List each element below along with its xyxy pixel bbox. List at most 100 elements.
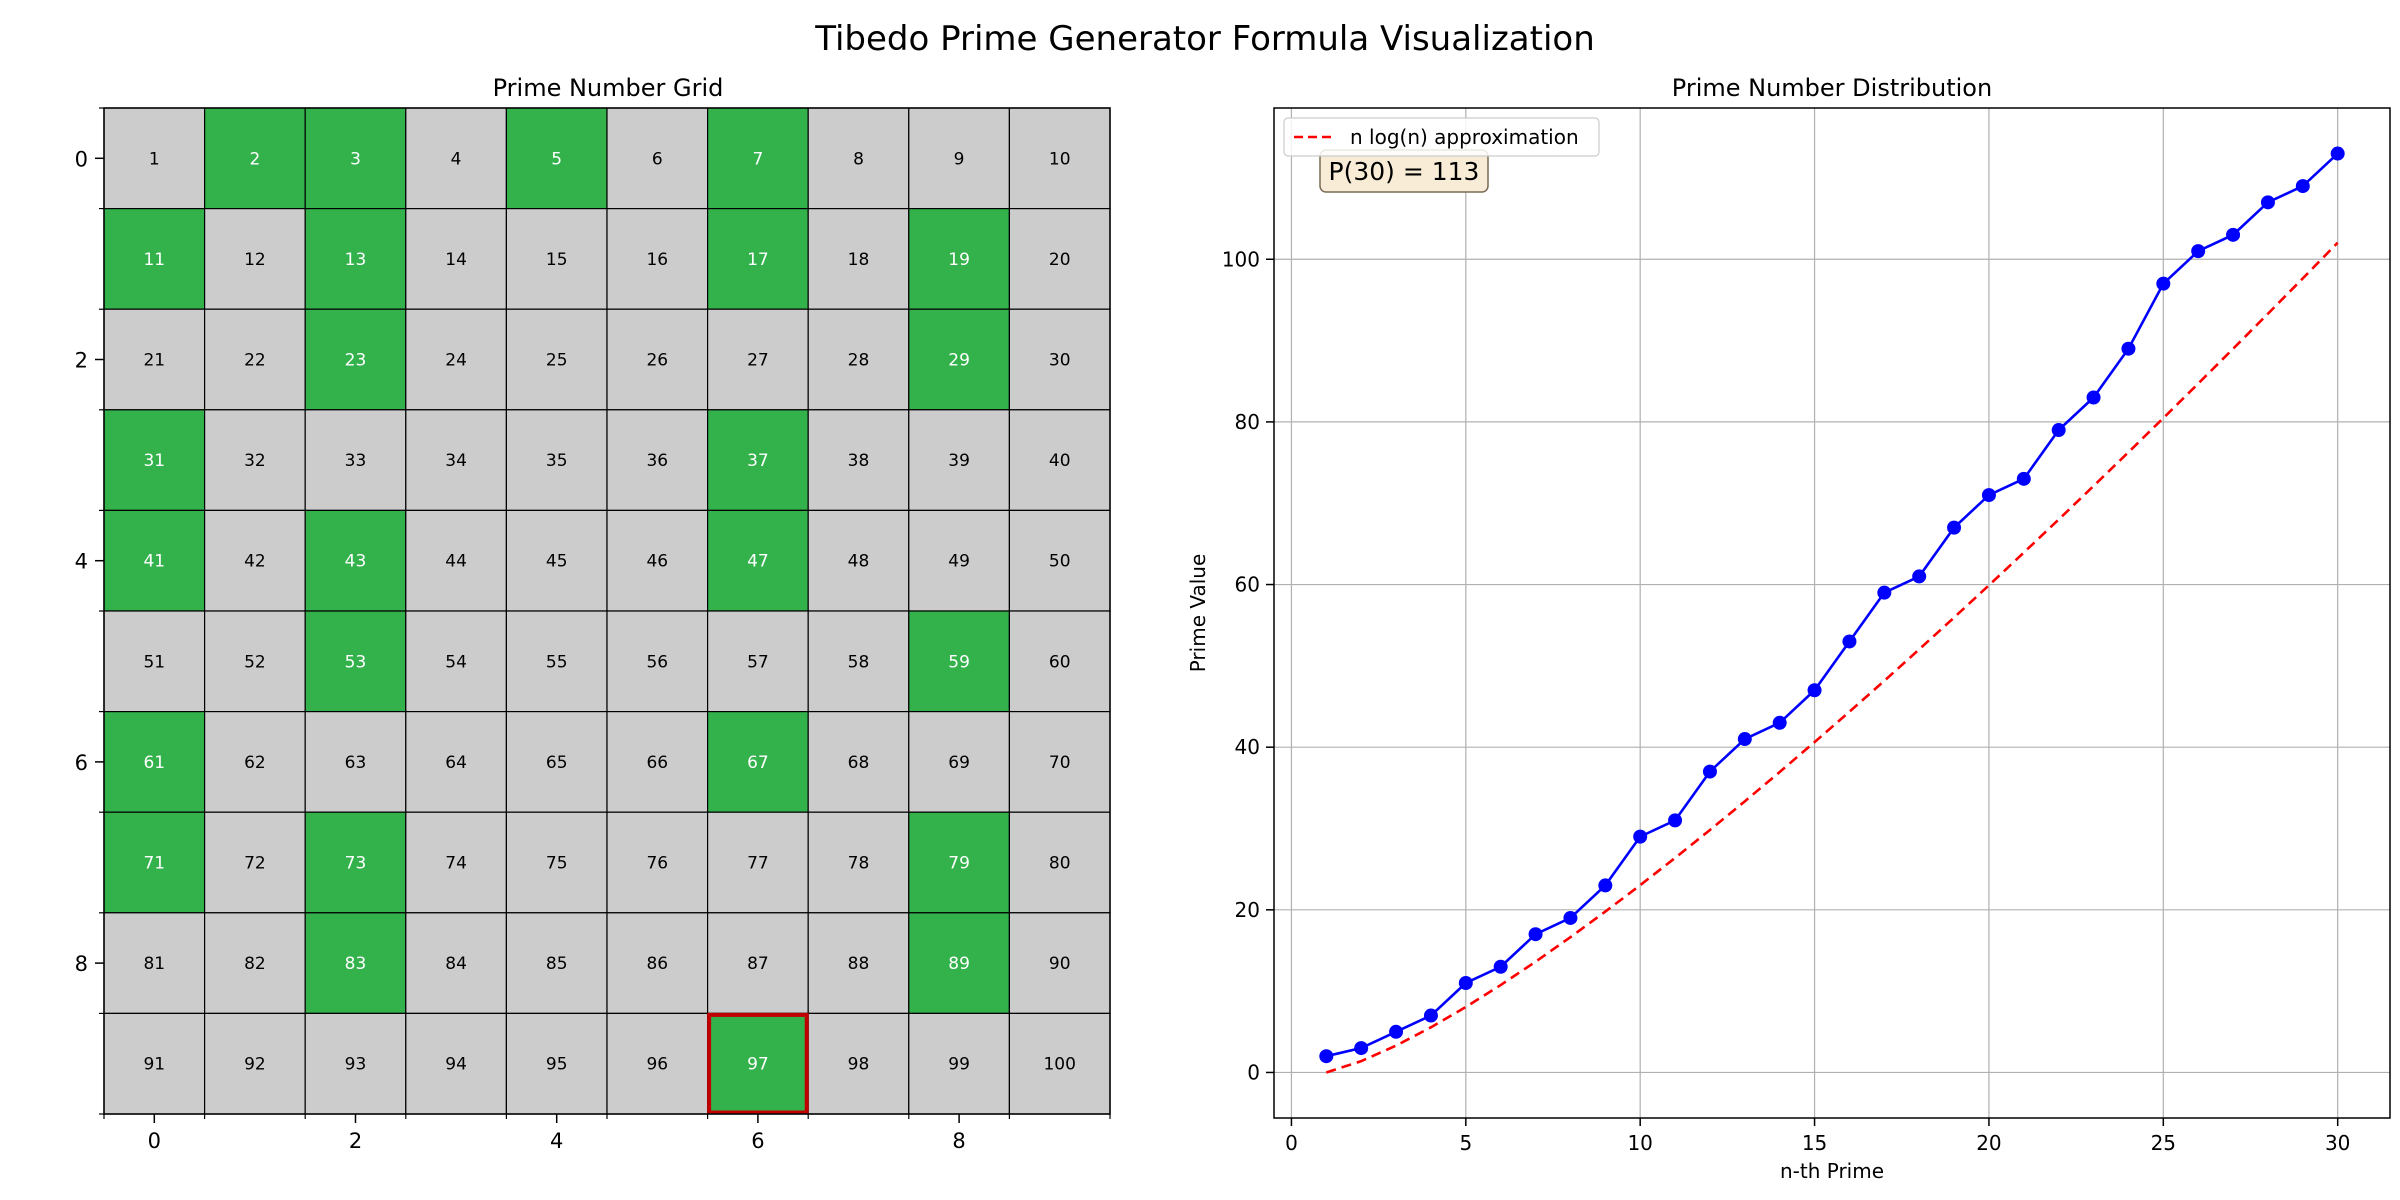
highlighted-cell-outline <box>707 1012 809 1115</box>
grid-cell-label: 27 <box>747 351 769 371</box>
data-point <box>1598 878 1613 893</box>
legend: n log(n) approximation <box>1283 117 1600 157</box>
grid-cell <box>505 509 608 612</box>
grid-cell-label: 12 <box>244 250 266 270</box>
grid-cell-label: 78 <box>848 854 870 874</box>
y-tick-label: 2 <box>75 349 88 373</box>
grid-cell <box>1008 409 1111 511</box>
series-line-primes <box>1326 152 2339 1058</box>
series-line-approximation <box>1325 241 2339 1074</box>
grid-cell-label: 79 <box>948 854 970 874</box>
grid-cell <box>606 107 709 210</box>
x-tick-label: 20 <box>1976 1131 2001 1155</box>
grid-cell <box>706 610 809 713</box>
grid-cell-label: 70 <box>1049 753 1071 773</box>
grid-cell <box>304 912 407 1014</box>
grid-cell <box>103 107 206 210</box>
grid-cell-label: 42 <box>244 552 266 572</box>
grid-cell <box>505 811 608 914</box>
grid-cell-label: 47 <box>747 552 769 572</box>
grid-cell-label: 28 <box>848 351 870 371</box>
grid-cell-label: 53 <box>345 652 367 672</box>
y-tick-label: 6 <box>75 751 88 775</box>
grid-cell <box>204 912 306 1014</box>
grid-cell-label: 52 <box>244 652 266 672</box>
data-point <box>2051 423 2066 438</box>
grid-cell <box>908 912 1010 1014</box>
data-point <box>1737 732 1752 747</box>
data-point <box>2191 244 2206 259</box>
grid-cell <box>304 208 407 310</box>
grid-cell-label: 99 <box>948 1055 970 1075</box>
grid-cell <box>103 409 206 511</box>
grid-cell <box>706 208 809 310</box>
data-point <box>1563 910 1578 925</box>
grid-cell <box>807 811 910 914</box>
figure-title: Tibedo Prime Generator Formula Visualiza… <box>814 19 1595 59</box>
grid-cell <box>807 509 910 612</box>
legend-box <box>1283 117 1600 157</box>
grid-cell <box>405 107 507 210</box>
grid-cell <box>405 912 507 1014</box>
y-tick-label: 0 <box>75 147 88 171</box>
grid-cell-label: 37 <box>747 451 769 471</box>
grid-cell <box>1008 208 1111 310</box>
data-point <box>1423 1008 1438 1023</box>
grid-cell <box>807 409 910 511</box>
grid-cell-label: 41 <box>143 552 165 572</box>
y-tick-label: 0 <box>1247 1060 1260 1084</box>
grid-cell-label: 8 <box>853 149 864 169</box>
grid-cell-label: 33 <box>345 451 367 471</box>
legend-label-approx: n log(n) approximation <box>1350 125 1579 149</box>
grid-cell <box>505 107 608 210</box>
x-tick-label: 4 <box>550 1129 563 1153</box>
data-point <box>1947 520 1962 535</box>
grid-cell <box>505 308 608 411</box>
data-point <box>2226 227 2241 242</box>
grid-cell-label: 62 <box>244 753 266 773</box>
grid-cell <box>807 107 910 210</box>
y-tick-label: 80 <box>1235 410 1260 434</box>
grid-cell-label: 3 <box>350 149 361 169</box>
grid-cell-label: 54 <box>445 652 467 672</box>
grid-cell <box>103 308 206 411</box>
grid-cell <box>204 1012 306 1115</box>
grid-cell <box>103 610 206 713</box>
grid-cell-label: 29 <box>948 351 970 371</box>
grid-cell-label: 13 <box>345 250 367 270</box>
grid-cell-label: 15 <box>546 250 568 270</box>
grid-cell-label: 69 <box>948 753 970 773</box>
grid-cell <box>807 308 910 411</box>
grid-cell-label: 38 <box>848 451 870 471</box>
grid-cell-label: 91 <box>143 1055 165 1075</box>
grid-cell-label: 57 <box>747 652 769 672</box>
grid-cell <box>204 208 306 310</box>
grid-cell <box>1008 1012 1111 1115</box>
y-tick-label: 60 <box>1235 573 1260 597</box>
grid-cell <box>304 811 407 914</box>
x-tick-label: 8 <box>952 1129 965 1153</box>
grid-cell <box>204 811 306 914</box>
data-point <box>1528 927 1543 942</box>
data-point <box>2156 276 2171 291</box>
grid-cell <box>505 409 608 511</box>
grid-cell-label: 6 <box>652 149 663 169</box>
grid-cell <box>304 610 407 713</box>
grid-cell-label: 21 <box>143 351 165 371</box>
grid-cell <box>405 208 507 310</box>
data-point <box>1668 813 1683 828</box>
grid-cell <box>606 710 709 813</box>
y-tick-label: 8 <box>75 952 88 976</box>
grid-cell-label: 68 <box>848 753 870 773</box>
grid-cell <box>1008 710 1111 813</box>
grid-cell-label: 58 <box>848 652 870 672</box>
grid-cell-label: 85 <box>546 954 568 974</box>
grid-cell-label: 20 <box>1049 250 1071 270</box>
grid-cell-label: 31 <box>143 451 165 471</box>
grid-cell-label: 87 <box>747 954 769 974</box>
grid-cell <box>706 710 809 813</box>
grid-cell-label: 96 <box>646 1055 668 1075</box>
grid-cell-label: 32 <box>244 451 266 471</box>
